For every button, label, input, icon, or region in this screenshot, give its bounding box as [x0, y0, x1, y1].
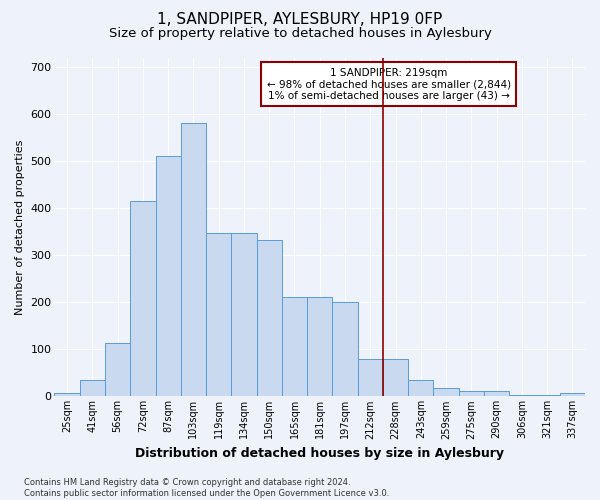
Bar — [535, 394, 560, 396]
X-axis label: Distribution of detached houses by size in Aylesbury: Distribution of detached houses by size … — [135, 447, 504, 460]
Bar — [105, 343, 130, 396]
Text: Contains HM Land Registry data © Crown copyright and database right 2024.
Contai: Contains HM Land Registry data © Crown c… — [24, 478, 389, 498]
Bar — [282, 296, 307, 396]
Text: 1, SANDPIPER, AYLESBURY, HP19 0FP: 1, SANDPIPER, AYLESBURY, HP19 0FP — [157, 12, 443, 28]
Bar — [181, 124, 206, 396]
Bar — [130, 201, 155, 396]
Bar — [257, 240, 282, 396]
Bar — [80, 380, 105, 396]
Text: 1 SANDPIPER: 219sqm
← 98% of detached houses are smaller (2,844)
1% of semi-deta: 1 SANDPIPER: 219sqm ← 98% of detached ho… — [266, 68, 511, 101]
Bar — [358, 358, 383, 397]
Bar — [155, 156, 181, 396]
Bar — [332, 302, 358, 396]
Bar — [560, 392, 585, 396]
Bar — [408, 380, 433, 396]
Text: Size of property relative to detached houses in Aylesbury: Size of property relative to detached ho… — [109, 28, 491, 40]
Bar — [458, 390, 484, 396]
Bar — [509, 394, 535, 396]
Bar — [232, 233, 257, 396]
Y-axis label: Number of detached properties: Number of detached properties — [15, 140, 25, 314]
Bar — [433, 388, 458, 396]
Bar — [484, 390, 509, 396]
Bar — [206, 233, 232, 396]
Bar — [307, 296, 332, 396]
Bar — [383, 358, 408, 397]
Bar — [55, 392, 80, 396]
